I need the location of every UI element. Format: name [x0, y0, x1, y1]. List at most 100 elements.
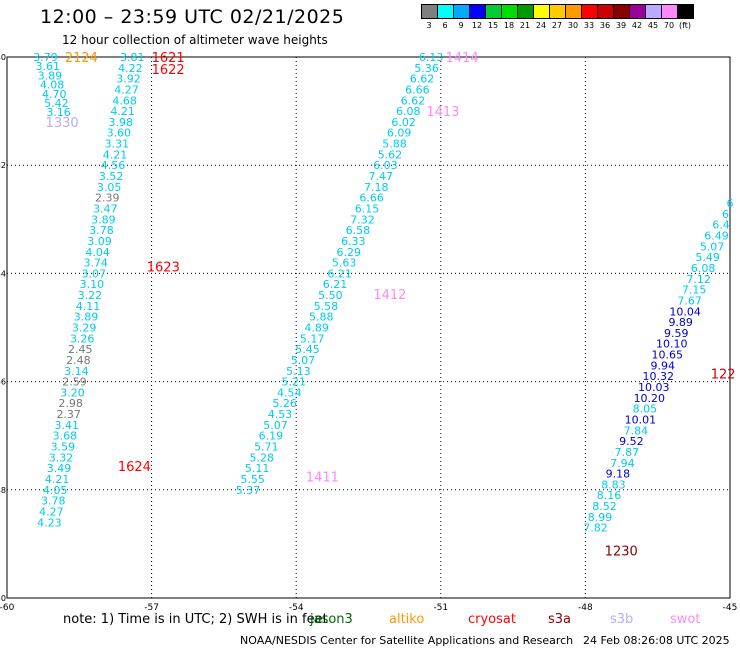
- wave-height-value: 10.32: [643, 370, 675, 383]
- wave-height-value: 5.07: [263, 419, 288, 432]
- wave-height-value: 6.08: [396, 105, 421, 118]
- wave-height-value: 3.22: [78, 289, 103, 302]
- legend-swot: swot: [670, 612, 701, 627]
- wave-height-value: 4.08: [40, 79, 65, 92]
- wave-height-value: 3.31: [105, 138, 130, 151]
- wave-height-value: 5.37: [236, 484, 261, 497]
- wave-height-value: 3.47: [93, 202, 118, 215]
- pass-time-label: 1412: [373, 288, 406, 303]
- generated-timestamp: 24 Feb 08:26:08 UTC 2025: [583, 634, 730, 647]
- wave-height-value: 7.18: [364, 181, 389, 194]
- wave-height-value: 4.70: [42, 88, 67, 101]
- wave-height-value: 5.58: [314, 300, 339, 313]
- y-tick-label: -40: [0, 53, 6, 62]
- wave-height-value: 5.07: [291, 354, 316, 367]
- wave-height-value: 6.66: [405, 83, 430, 96]
- wave-height-value: 3.52: [99, 170, 124, 183]
- wave-height-value: 6: [722, 208, 729, 221]
- wave-height-value: 2.45: [68, 343, 93, 356]
- wave-height-value: 5.50: [318, 289, 343, 302]
- pass-time-label: 1330: [46, 116, 79, 131]
- x-tick-label: -48: [578, 603, 593, 613]
- y-tick-label: -44: [0, 269, 6, 278]
- y-tick-label: -48: [0, 486, 6, 495]
- wave-height-value: 6.62: [401, 94, 426, 107]
- wave-height-value: 7.12: [686, 273, 711, 286]
- wave-height-value: 6.02: [391, 116, 416, 129]
- scale-label: 24: [535, 21, 547, 30]
- wave-height-value: 5.71: [254, 441, 279, 454]
- wave-height-value: 4.04: [85, 246, 110, 259]
- wave-height-value: 5.21: [282, 376, 307, 389]
- wave-height-value: 6.21: [323, 278, 348, 291]
- wave-height-value: 4.68: [112, 94, 137, 107]
- wave-height-value: 6.13: [419, 51, 444, 64]
- track-a: 3.793.613.894.084.705.423.16: [33, 51, 71, 119]
- scale-label: 36: [599, 21, 611, 30]
- wave-height-value: 7.94: [610, 457, 635, 470]
- wave-height-value: 7.82: [583, 522, 608, 535]
- pass-time-label: 1622: [152, 63, 185, 78]
- color-scale-labels: 3 6 9 12 15 18 21 24 27 30 33 36 39 42 45 70 (ft): [421, 19, 693, 31]
- wave-height-value: 7.47: [369, 170, 394, 183]
- wave-height-value: 4.53: [268, 408, 293, 421]
- wave-height-value: 4.23: [37, 516, 62, 529]
- wave-height-value: 3.14: [64, 365, 89, 378]
- wave-height-value: 4.22: [118, 62, 143, 75]
- wave-height-value: 6.29: [336, 246, 361, 259]
- wave-height-value: 3.68: [53, 430, 78, 443]
- scale-label: 21: [519, 21, 531, 30]
- wave-height-value: 10.04: [669, 305, 701, 318]
- wave-height-value: 10.10: [656, 338, 688, 351]
- wave-height-value: 8.05: [633, 403, 658, 416]
- wave-height-value: 10.01: [625, 413, 657, 426]
- wave-height-value: 5.88: [382, 138, 407, 151]
- wave-height-value: 6.49: [704, 230, 729, 243]
- x-tick-label: -60: [0, 603, 15, 613]
- wave-height-value: 3.41: [55, 419, 80, 432]
- wave-height-value: 3.49: [47, 462, 72, 475]
- wave-height-value: 9.89: [668, 316, 693, 329]
- map-frame: [6, 56, 731, 599]
- wave-height-value: 4.21: [110, 105, 135, 118]
- wave-height-value: 5.26: [272, 397, 297, 410]
- wave-height-value: 7.87: [615, 446, 640, 459]
- wave-height-value: 5.11: [245, 462, 270, 475]
- map-axis-ticks: -60 -57 -54 -51 -48 -45 -40 -42 -44 -46 -48 -50: [0, 53, 737, 613]
- wave-height-value: 2.98: [58, 397, 83, 410]
- x-tick-label: -45: [723, 603, 738, 613]
- page-subtitle: 12 hour collection of altimeter wave hei…: [62, 33, 328, 47]
- legend-altiko: altiko: [389, 612, 425, 627]
- wave-height-value: 3.05: [97, 181, 122, 194]
- pass-time-label: 2124: [65, 51, 98, 66]
- wave-height-value: 6.4: [712, 219, 730, 232]
- wave-height-value: 6.09: [387, 127, 412, 140]
- wave-height-value: 3.89: [91, 213, 116, 226]
- pass-time-label: 1411: [306, 470, 339, 485]
- wave-height-value: 3.78: [89, 224, 114, 237]
- wave-height-value: 3.26: [70, 332, 95, 345]
- wave-height-value: 2.37: [56, 408, 81, 421]
- wave-height-value: 7.84: [624, 424, 649, 437]
- scale-label: 70: [663, 21, 675, 30]
- wave-height-value: 4.54: [277, 386, 302, 399]
- track-c: 6.135.366.626.666.626.086.026.095.885.62…: [236, 51, 444, 497]
- wave-height-value: 7.67: [677, 294, 702, 307]
- wave-height-value: 5.42: [44, 97, 69, 110]
- wave-height-value: 6.62: [410, 73, 435, 86]
- wave-height-value: 8.99: [588, 511, 613, 524]
- satellite-tracks: 3.793.613.894.084.705.423.163.814.223.92…: [33, 51, 733, 535]
- footnote: note: 1) Time is in UTC; 2) SWH is in fe…: [63, 612, 328, 627]
- wave-height-value: 3.61: [35, 60, 60, 73]
- wave-height-value: 9.59: [664, 327, 689, 340]
- wave-height-value: 3.81: [120, 51, 145, 64]
- wave-height-value: 3.32: [49, 451, 74, 464]
- wave-height-value: 4.05: [43, 484, 68, 497]
- wave-height-value: 5.07: [700, 240, 725, 253]
- wave-height-value: 3.89: [74, 311, 99, 324]
- wave-height-value: 3.10: [80, 278, 105, 291]
- wave-height-value: 6.03: [373, 159, 398, 172]
- wave-height-value: 6.08: [691, 262, 716, 275]
